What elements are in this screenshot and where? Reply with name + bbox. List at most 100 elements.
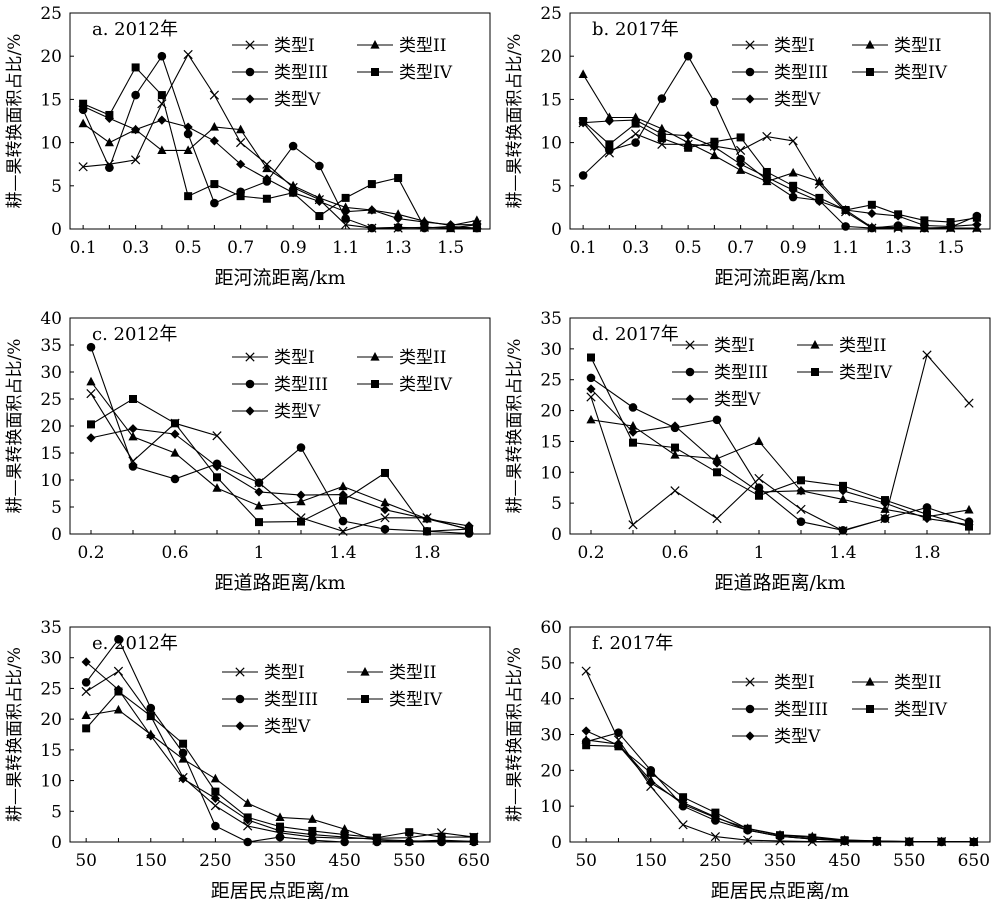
series-2 — [78, 118, 482, 230]
data-point — [297, 517, 305, 526]
data-point — [710, 137, 719, 146]
legend-item: 类型II — [357, 36, 446, 56]
data-point — [210, 198, 219, 208]
data-point — [178, 754, 188, 763]
data-point — [236, 159, 246, 169]
data-point — [254, 478, 264, 488]
y-tick-label: 0 — [51, 833, 62, 853]
legend-marker — [235, 694, 245, 704]
data-point — [582, 741, 591, 750]
x-tick-label: 1.8 — [913, 543, 940, 563]
series-line — [590, 377, 970, 531]
data-point — [838, 486, 848, 496]
legend-item: 类型III — [232, 375, 328, 395]
x-tick-label: 1.3 — [885, 238, 912, 258]
y-tick-label: 10 — [540, 134, 562, 154]
data-point — [712, 458, 722, 468]
legend-item: 类型II — [852, 673, 941, 693]
series-line — [582, 122, 977, 229]
chart-panel-a: 0 5 10 15 20 25 0.1 0.3 0.5 0.7 0.9 1.1 1.3 1.5 距河流距离/… — [5, 4, 491, 289]
data-point — [288, 141, 298, 151]
legend-label: 类型III — [264, 690, 318, 710]
data-point — [586, 414, 596, 424]
data-point — [157, 115, 167, 125]
data-point — [631, 129, 641, 139]
x-tick-label: 250 — [699, 851, 731, 871]
data-point — [104, 137, 114, 147]
data-point — [78, 118, 88, 128]
data-point — [315, 212, 324, 221]
data-point — [712, 513, 722, 524]
series-5 — [586, 384, 974, 530]
data-point — [254, 500, 264, 510]
legend-marker — [866, 68, 874, 76]
x-tick-label: 450 — [828, 851, 860, 871]
series-line — [82, 105, 477, 226]
data-point — [113, 685, 124, 695]
data-point — [797, 476, 805, 485]
data-point — [341, 202, 351, 211]
data-point — [872, 837, 882, 847]
legend-marker — [745, 704, 755, 714]
legend-label: 类型V — [774, 90, 821, 110]
data-point — [762, 167, 771, 176]
legend-marker — [245, 40, 255, 50]
y-tick-label: 20 — [40, 47, 62, 67]
legend-label: 类型II — [894, 36, 941, 56]
series-1 — [586, 350, 974, 536]
legend-item: 类型I — [232, 348, 315, 368]
data-point — [679, 793, 688, 802]
data-point — [464, 521, 474, 531]
data-point — [814, 196, 824, 206]
data-point — [446, 220, 456, 230]
x-tick-label: 1.4 — [829, 543, 856, 563]
data-point — [578, 118, 588, 128]
x-tick-label: 1.1 — [332, 238, 359, 258]
data-point — [472, 220, 482, 230]
data-point — [157, 51, 167, 61]
y-tick-label: 30 — [540, 340, 562, 360]
data-point — [628, 427, 638, 437]
data-point — [254, 487, 264, 497]
panel-label: b. 2017年 — [592, 19, 679, 40]
data-point — [129, 395, 137, 403]
x-tick-label: 1 — [254, 543, 265, 563]
legend-item: 类型V — [672, 390, 761, 410]
legend-marker — [865, 40, 875, 49]
legend-item: 类型V — [732, 727, 821, 747]
data-point — [157, 91, 166, 100]
data-point — [86, 433, 96, 443]
legend-item: 类型IV — [797, 363, 893, 383]
data-point — [712, 453, 722, 463]
data-point — [964, 398, 974, 408]
data-point — [128, 431, 138, 441]
legend-marker — [245, 67, 255, 77]
legend-label: 类型I — [264, 663, 305, 683]
legend-label: 类型V — [714, 390, 761, 410]
data-point — [736, 165, 746, 174]
data-point — [338, 516, 348, 526]
y-tick-label: 0 — [551, 833, 562, 853]
y-tick-label: 25 — [40, 4, 62, 24]
data-point — [262, 194, 271, 203]
data-point — [678, 820, 688, 830]
data-point — [807, 834, 817, 844]
data-point — [762, 172, 772, 182]
series-line — [90, 381, 470, 530]
data-point — [904, 837, 914, 847]
data-point — [340, 832, 350, 842]
data-point — [341, 193, 350, 202]
legend-item: 类型IV — [357, 375, 453, 395]
series-line — [585, 670, 974, 843]
y-tick-label: 25 — [540, 4, 562, 24]
data-point — [796, 517, 806, 526]
data-point — [210, 801, 221, 811]
data-point — [209, 122, 219, 131]
data-point — [146, 712, 155, 721]
data-point — [469, 836, 479, 846]
data-point — [113, 704, 124, 714]
series-line — [583, 119, 977, 227]
x-tick-label: 50 — [75, 851, 97, 871]
y-tick-label: 35 — [540, 309, 562, 329]
